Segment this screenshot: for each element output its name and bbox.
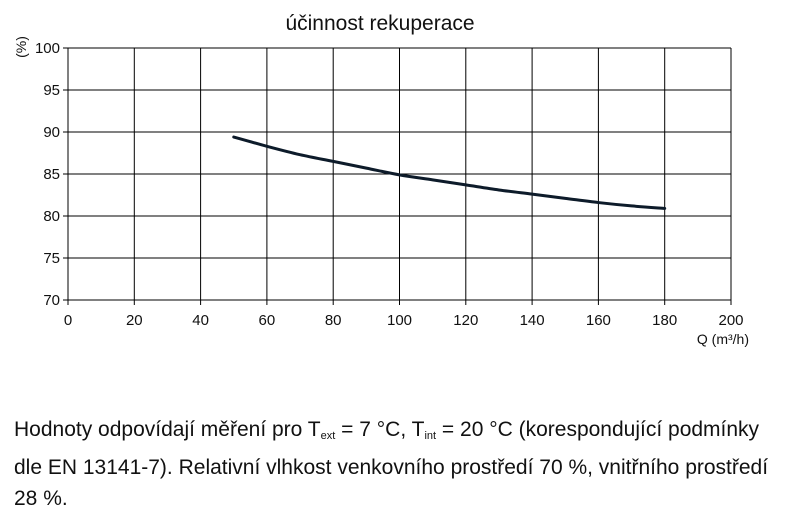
- tick-labels: 0 20 40 60 80 100 120 140 160 180 200 70 75 80 85 90 95 1…: [35, 40, 744, 329]
- note-part-1: Hodnoty odpovídají měření pro T: [14, 418, 321, 441]
- note-subscript-int: int: [424, 430, 437, 442]
- x-tick-label: 140: [520, 312, 545, 329]
- x-tick-label: 180: [652, 312, 677, 329]
- x-tick-label: 80: [325, 312, 342, 329]
- y-tick-label: 90: [43, 124, 60, 141]
- x-tick-label: 0: [64, 312, 72, 329]
- x-tick-label: 200: [718, 312, 743, 329]
- x-tick-label: 120: [453, 312, 478, 329]
- y-tick-label: 80: [43, 208, 60, 225]
- note-part-3: = 20 °C (korespondující podmínky dle EN …: [14, 418, 769, 510]
- y-tick-label: 95: [43, 82, 60, 99]
- measurement-note: Hodnoty odpovídají měření pro Text = 7 °…: [14, 414, 774, 514]
- note-subscript-ext: ext: [320, 430, 336, 442]
- chart-title: účinnost rekuperace: [285, 12, 474, 35]
- x-tick-label: 60: [259, 312, 276, 329]
- y-tick-label: 75: [43, 250, 60, 267]
- y-axis-label: (%): [13, 36, 29, 58]
- efficiency-chart: účinnost rekuperace (%) Q (m³/h) 0 20 40 60…: [13, 12, 749, 347]
- series-layer: [232, 135, 667, 210]
- efficiency-curve: [232, 135, 667, 210]
- note-part-2: = 7 °C, T: [335, 418, 425, 441]
- x-tick-label: 40: [192, 312, 209, 329]
- y-tick-label: 100: [35, 40, 60, 57]
- grid-lines: [63, 47, 732, 305]
- y-tick-label: 70: [43, 292, 60, 309]
- x-tick-label: 100: [387, 312, 412, 329]
- x-axis-label: Q (m³/h): [697, 331, 749, 347]
- x-tick-label: 20: [126, 312, 143, 329]
- x-tick-label: 160: [586, 312, 611, 329]
- y-tick-label: 85: [43, 166, 60, 183]
